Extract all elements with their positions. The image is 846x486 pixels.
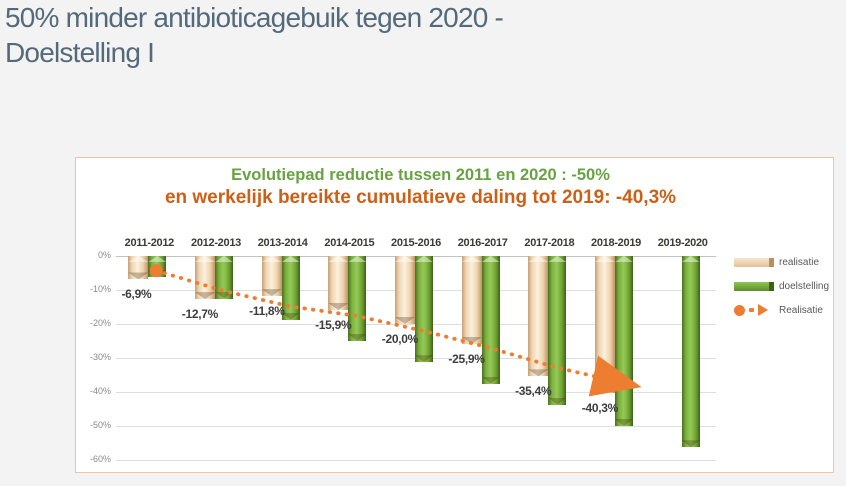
data-label-realisatie: -35,4%	[515, 384, 552, 399]
bar-doelstelling	[548, 256, 567, 405]
page-title: 50% minder antibioticagebuik tegen 2020 …	[5, 0, 504, 70]
x-axis-category-label: 2013-2014	[257, 237, 308, 249]
chart-card: Evolutiepad reductie tussen 2011 en 2020…	[75, 157, 834, 473]
legend-label: doelstelling	[779, 280, 830, 292]
y-axis-tick-label: -40%	[89, 386, 111, 396]
chart-legend: realisatie doelstelling Realisatie	[734, 250, 829, 322]
x-axis-category-label: 2019-2020	[657, 237, 708, 249]
bar-realisatie	[595, 256, 615, 394]
x-axis-category-label: 2014-2015	[324, 237, 375, 249]
page-title-line2: Doelstelling I	[5, 37, 155, 68]
x-axis-category-label: 2017-2018	[524, 237, 575, 249]
legend-line-marker-icon	[734, 304, 774, 316]
bar-doelstelling	[681, 256, 700, 448]
y-axis-tick-label: -20%	[89, 318, 111, 328]
chart-title-realized: en werkelijk bereikte cumulatieve daling…	[164, 187, 677, 208]
y-axis-tick-label: -60%	[89, 454, 111, 464]
page-title-line1: 50% minder antibioticagebuik tegen 2020 …	[5, 2, 504, 33]
y-axis-tick-label: -30%	[89, 352, 111, 362]
legend-item-realisatie: realisatie	[734, 250, 829, 274]
x-axis-category-label: 2018-2019	[591, 237, 641, 249]
legend-swatch-green-icon	[734, 281, 774, 291]
legend-label: Realisatie	[779, 304, 823, 316]
x-axis-category-label: 2016-2017	[457, 237, 508, 249]
chart-title-target: Evolutiepad reductie tussen 2011 en 2020…	[231, 166, 610, 184]
y-axis-tick-label: -10%	[89, 284, 111, 294]
x-axis-category-label: 2012-2013	[191, 237, 241, 249]
data-label-realisatie: -25,9%	[448, 352, 485, 367]
bar-realisatie	[528, 256, 549, 377]
legend-item-doelstelling: doelstelling	[734, 274, 829, 298]
bar-doelstelling	[215, 256, 233, 299]
bar-realisatie	[261, 256, 282, 297]
data-label-realisatie: -11,8%	[249, 304, 285, 319]
data-label-realisatie: -12,7%	[181, 307, 219, 322]
y-axis-tick-label: -50%	[89, 420, 111, 430]
legend-dash-icon	[749, 308, 754, 312]
legend-swatch-tan-icon	[734, 257, 774, 267]
x-axis-category-label: 2011-2012	[124, 237, 175, 249]
bar-doelstelling	[415, 256, 433, 363]
bar-realisatie	[461, 256, 482, 345]
bar-realisatie	[128, 256, 149, 280]
bar-realisatie	[195, 256, 215, 300]
y-axis-tick-label: 0%	[97, 250, 111, 260]
bar-realisatie	[395, 256, 415, 324]
bar-doelstelling	[148, 256, 167, 278]
data-label-realisatie: -15,9%	[315, 318, 352, 333]
data-label-realisatie: -6,9%	[121, 287, 152, 302]
data-label-realisatie: -40,3%	[581, 401, 619, 416]
gridline	[116, 392, 716, 393]
gridline	[116, 426, 716, 427]
gridline	[116, 460, 716, 461]
bar-realisatie	[328, 256, 349, 311]
legend-arrow-icon	[758, 304, 768, 316]
legend-label: realisatie	[779, 256, 820, 268]
legend-item-realisatie: Realisatie	[734, 298, 829, 322]
data-label-realisatie: -20,0%	[381, 332, 419, 346]
x-axis-category-label: 2015-2016	[391, 237, 441, 249]
legend-dot-icon	[734, 304, 745, 316]
